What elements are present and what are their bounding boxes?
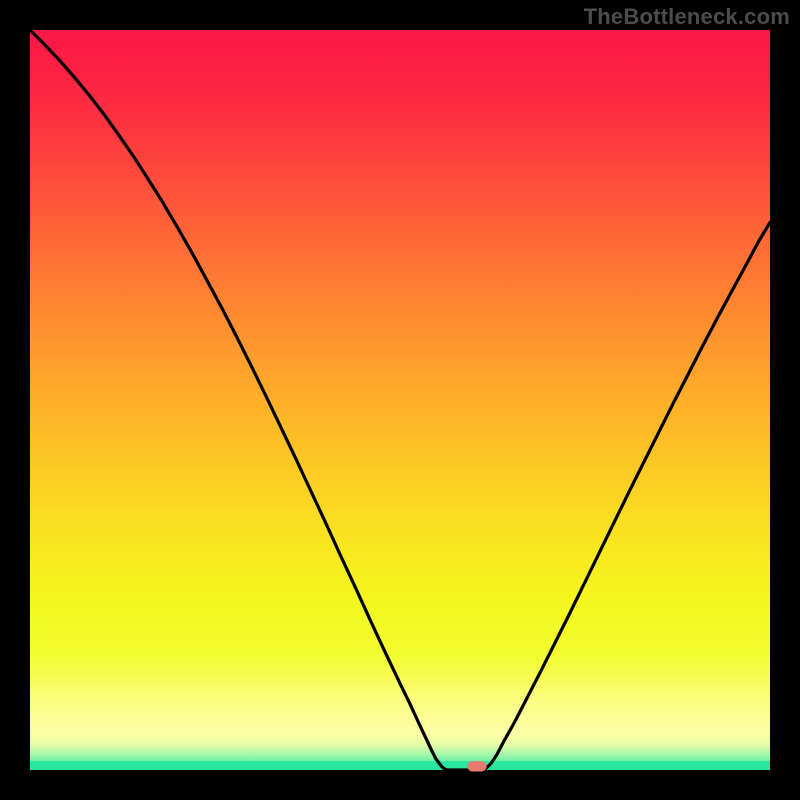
watermark-text: TheBottleneck.com: [584, 4, 790, 30]
gradient-background: [30, 30, 770, 770]
selection-marker: [467, 761, 486, 771]
bottom-green-band: [30, 761, 770, 770]
bottleneck-chart: [0, 0, 800, 800]
